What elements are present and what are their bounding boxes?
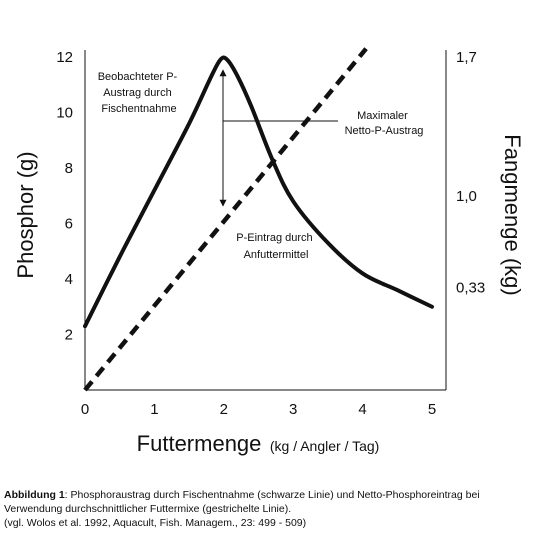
figure-caption: Abbildung 1: Phosphoraustrag durch Fisch… [4,488,538,530]
caption-source: (vgl. Wolos et al. 1992, Aquacult, Fish.… [4,517,307,529]
annotation-max-netto-line: Maximaler [357,110,408,122]
y-tick-label: 4 [65,271,73,288]
x-axis-title: Futtermenge (kg / Angler / Tag) [137,431,380,456]
y2-tick-labels: 0,33 1,0 1,7 [456,49,485,296]
y-tick-label: 12 [56,49,73,66]
x-tick-labels: 0 1 2 3 4 5 [81,401,436,418]
x-tick-label: 0 [81,401,89,418]
x-axis-title-main: Futtermenge [137,431,262,456]
x-tick-label: 5 [428,401,436,418]
annotation-observed-line: Beobachteter P- [98,71,178,83]
caption-label: Abbildung 1 [4,489,65,501]
x-tick-label: 1 [150,401,158,418]
x-axis-title-unit: (kg / Angler / Tag) [270,438,379,454]
x-tick-label: 2 [220,401,228,418]
y2-tick-label: 1,7 [456,49,477,66]
caption-text: : Phosphoraustrag durch Fischentnahme (s… [4,489,480,515]
y-axis-title: Phosphor (g) [13,151,38,278]
annotation-p-eintrag: P-Eintrag durch Anfuttermittel [236,232,316,261]
y-tick-label: 2 [65,327,73,344]
annotation-observed-line: Austrag durch [103,87,171,99]
caption-main: Abbildung 1: Phosphoraustrag durch Fisch… [4,488,538,516]
annotation-p-eintrag-line: P-Eintrag durch [236,232,312,244]
annotation-p-eintrag-line: Anfuttermittel [244,249,309,261]
annotation-max-netto-line: Netto-P-Austrag [345,125,424,137]
y-tick-labels: 2 4 6 8 10 12 [56,49,73,344]
x-tick-label: 3 [289,401,297,418]
annotation-max-netto: Maximaler Netto-P-Austrag [345,110,424,137]
y-tick-label: 10 [56,105,73,122]
series-line-dashed [83,47,368,392]
y2-tick-label: 0,33 [456,279,485,296]
x-tick-label: 4 [358,401,366,418]
annotation-observed-line: Fischentnahme [101,103,176,115]
annotation-observed: Beobachteter P- Austrag durch Fischentna… [98,71,181,115]
y-tick-label: 6 [65,216,73,233]
y2-axis-title: Fangmenge (kg) [500,134,525,295]
series-group [83,47,434,392]
series-line-observed [83,55,434,329]
y2-tick-label: 1,0 [456,188,477,205]
y-tick-label: 8 [65,160,73,177]
